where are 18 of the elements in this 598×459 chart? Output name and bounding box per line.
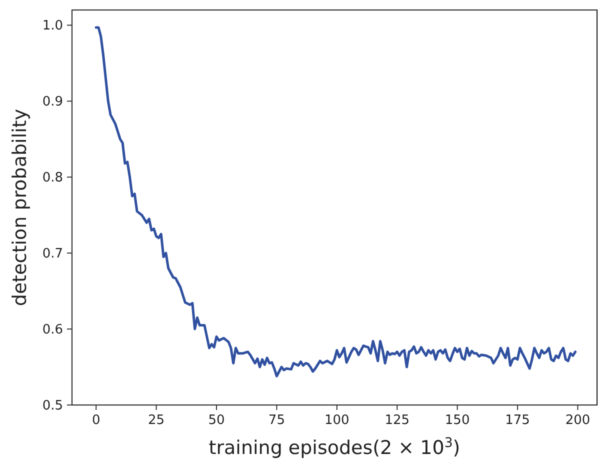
x-tick-label: 75 xyxy=(268,413,285,428)
y-tick-label: 0.8 xyxy=(42,170,63,186)
y-tick-label: 0.5 xyxy=(42,398,63,414)
y-tick-label: 0.7 xyxy=(42,246,63,262)
x-tick-label: 175 xyxy=(505,413,530,428)
x-tick-label: 0 xyxy=(92,413,100,428)
y-tick-label: 0.9 xyxy=(42,94,63,110)
y-axis-title: detection probability xyxy=(9,108,31,306)
x-tick-label: 50 xyxy=(208,413,225,428)
line-series xyxy=(94,26,577,378)
x-axis-title: training episodes(2 × 10$^{3}$) xyxy=(208,436,460,459)
y-tick-label: 1.0 xyxy=(42,18,63,34)
x-tick-label: 25 xyxy=(148,413,165,428)
x-tick-label: 125 xyxy=(384,413,410,428)
x-tick-label: 100 xyxy=(324,413,350,428)
x-tick-label: 200 xyxy=(565,413,590,428)
x-tick-label: 150 xyxy=(444,413,470,428)
y-tick-label: 0.6 xyxy=(42,322,63,338)
